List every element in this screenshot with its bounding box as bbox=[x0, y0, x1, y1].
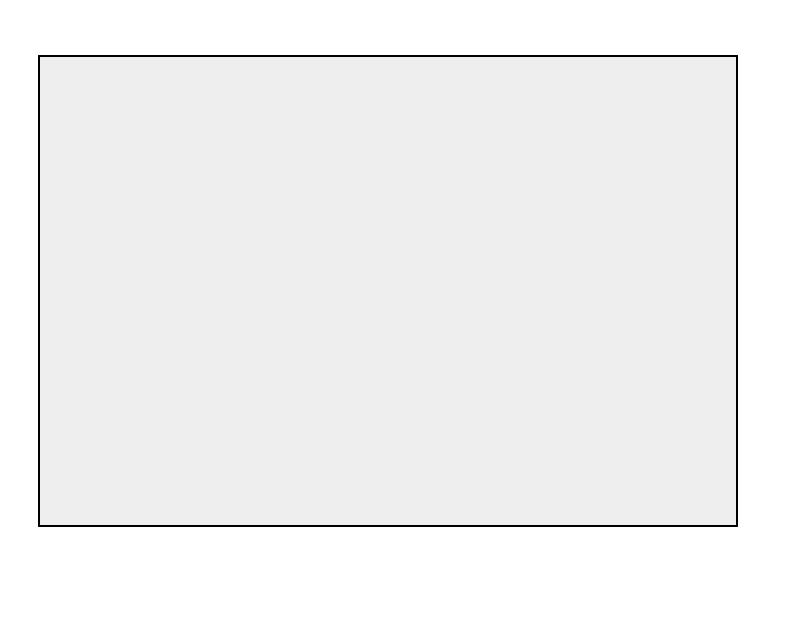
longitude-axis bbox=[38, 527, 738, 551]
precipitation-colorbar bbox=[744, 62, 762, 524]
precipitation-field bbox=[40, 57, 736, 525]
latitude-axis bbox=[0, 55, 32, 527]
colorbar-swatches bbox=[744, 62, 762, 524]
map-plot-area bbox=[38, 55, 738, 527]
